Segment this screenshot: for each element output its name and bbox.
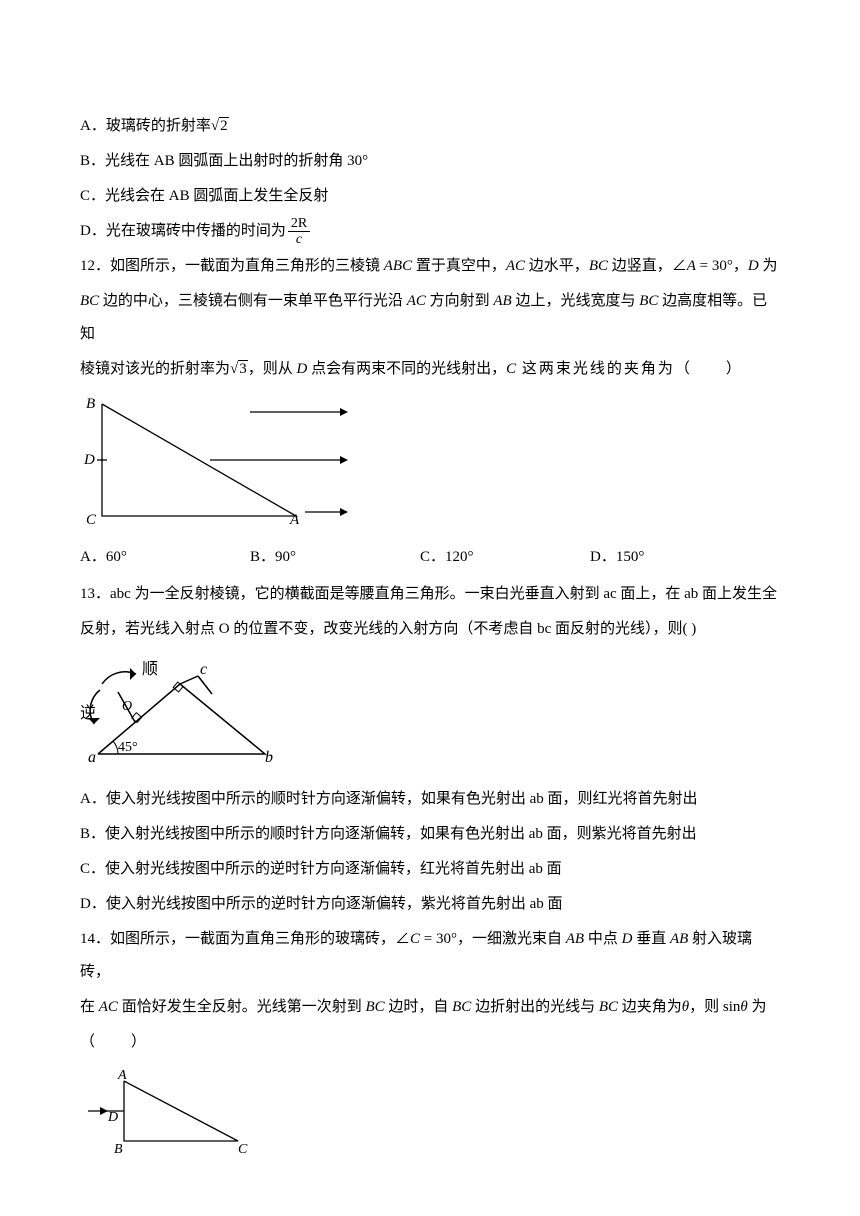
q13-opt-b: B．使入射光线按图中所示的顺时针方向逐渐偏转，如果有色光射出 ab 面，则紫光将… [80, 818, 780, 851]
label-shun: 顺 [142, 660, 158, 678]
label-C: C [86, 512, 97, 524]
label-D: D [83, 452, 95, 468]
q13-figure: 顺 逆 a b c O 45° [80, 654, 780, 779]
q13-opt-d: D．使入射光线按图中所示的逆时针方向逐渐偏转，紫光将首先射出 ab 面 [80, 888, 780, 921]
label-A: A [289, 512, 300, 524]
q11-opt-b: B．光线在 AB 圆弧面上出射时的折射角 30° [80, 145, 780, 178]
q12-svg: B D C A [80, 394, 350, 524]
label-a: a [88, 749, 96, 766]
q12-opt-d: D．150° [590, 541, 760, 574]
label-45: 45° [118, 740, 138, 755]
q14-stem-2: 在 AC 面恰好发生全反射。光线第一次射到 BC 边时，自 BC 边折射出的光线… [80, 991, 780, 1024]
q11-d-pre: D．光在玻璃砖中传播的时间为 [80, 223, 286, 239]
q11-opt-d: D．光在玻璃砖中传播的时间为2Rc [80, 215, 780, 248]
q13-opt-c: C．使入射光线按图中所示的逆时针方向逐渐偏转，红光将首先射出 ab 面 [80, 853, 780, 886]
q12-opt-b: B．90° [250, 541, 420, 574]
q12-figure: B D C A [80, 394, 780, 537]
q14-stem-3: （ ） [80, 1026, 780, 1059]
q13-svg: 顺 逆 a b c O 45° [80, 654, 280, 766]
q13-opt-a: A．使入射光线按图中所示的顺时针方向逐渐偏转，如果有色光射出 ab 面，则红光将… [80, 783, 780, 816]
q14-figure: A B C D [80, 1067, 780, 1170]
frac-2r-c: 2Rc [288, 216, 310, 248]
label-O: O [122, 699, 132, 714]
label-B14: B [114, 1142, 123, 1157]
q13-stem-1: 13．abc 为一全反射棱镜，它的横截面是等腰直角三角形。一束白光垂直入射到 a… [80, 578, 780, 611]
q11-opt-c: C．光线会在 AB 圆弧面上发生全反射 [80, 180, 780, 213]
q12-opt-a: A．60° [80, 541, 250, 574]
label-C14: C [238, 1142, 248, 1157]
q11-opt-a: A．玻璃砖的折射率2 [80, 110, 780, 143]
q12-options: A．60° B．90° C．120° D．150° [80, 541, 780, 574]
q12-stem-3: 棱镜对该光的折射率为3，则从 D 点会有两束不同的光线射出，C 这两束光线的夹角… [80, 353, 780, 386]
q12-opt-c: C．120° [420, 541, 590, 574]
label-ni: 逆 [80, 704, 96, 722]
sqrt-3: 3 [230, 353, 248, 386]
q12-stem-1: 12．如图所示，一截面为直角三角形的三棱镜 ABC 置于真空中，AC 边水平，B… [80, 250, 780, 283]
q13-stem-2: 反射，若光线入射点 O 的位置不变，改变光线的入射方向（不考虑自 bc 面反射的… [80, 613, 780, 646]
q14-stem-1: 14．如图所示，一截面为直角三角形的玻璃砖，∠C = 30°，一细激光束自 AB… [80, 923, 780, 989]
label-D14: D [107, 1110, 118, 1125]
q12-stem-2: BC 边的中心，三棱镜右侧有一束单平色平行光沿 AC 方向射到 AB 边上，光线… [80, 285, 780, 351]
sqrt-2: 2 [211, 110, 229, 143]
q11-a-text: A．玻璃砖的折射率 [80, 118, 211, 134]
q14-svg: A B C D [80, 1067, 250, 1157]
label-c: c [200, 661, 207, 678]
label-b: b [265, 749, 273, 766]
label-A14: A [117, 1068, 127, 1083]
label-B: B [86, 396, 95, 412]
